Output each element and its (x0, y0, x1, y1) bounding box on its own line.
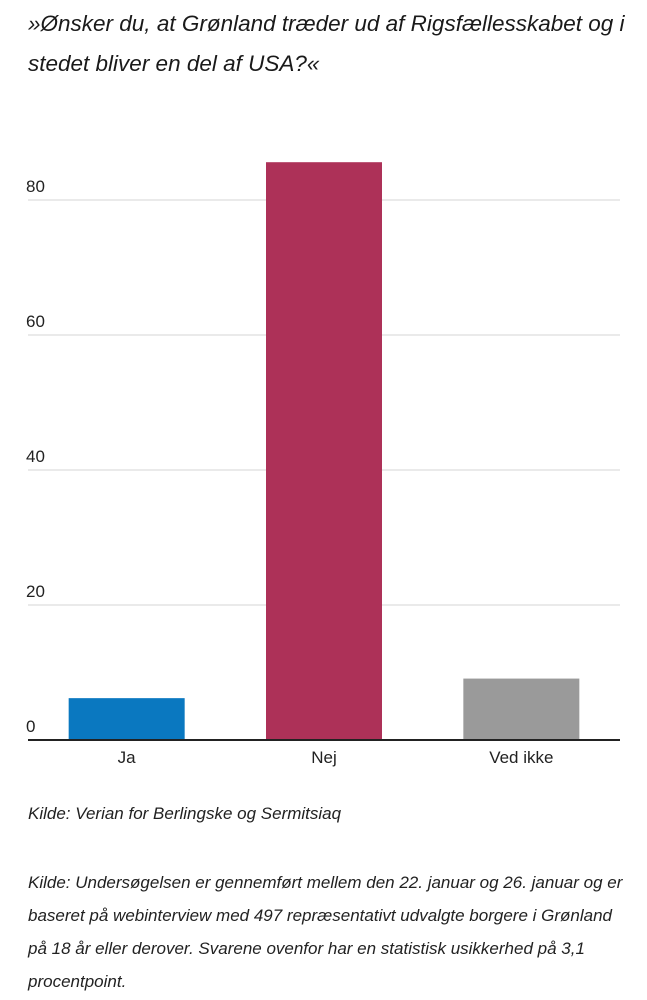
y-tick-labels: 0 20 40 60 80 (26, 177, 45, 736)
y-tick-label-20: 20 (26, 582, 45, 601)
y-tick-label-60: 60 (26, 312, 45, 331)
methodology-note: Kilde: Undersøgelsen er gennemført melle… (28, 873, 623, 991)
chart-title: »Ønsker du, at Grønland træder ud af Rig… (28, 11, 625, 76)
y-tick-label-40: 40 (26, 447, 45, 466)
bar-chart: 0 20 40 60 80 Ja Nej Ved ikke (26, 162, 620, 767)
y-tick-label-80: 80 (26, 177, 45, 196)
bar-ved-ikke (463, 678, 580, 740)
category-labels: Ja Nej Ved ikke (118, 748, 554, 767)
source-text: Kilde: Verian for Berlingske og Sermitsi… (28, 804, 342, 823)
y-tick-label-0: 0 (26, 717, 35, 736)
category-label-nej: Nej (311, 748, 337, 767)
category-label-ved-ikke: Ved ikke (489, 748, 553, 767)
bar-nej (266, 162, 382, 740)
bars (68, 162, 580, 740)
bar-ja (68, 698, 185, 740)
category-label-ja: Ja (118, 748, 137, 767)
